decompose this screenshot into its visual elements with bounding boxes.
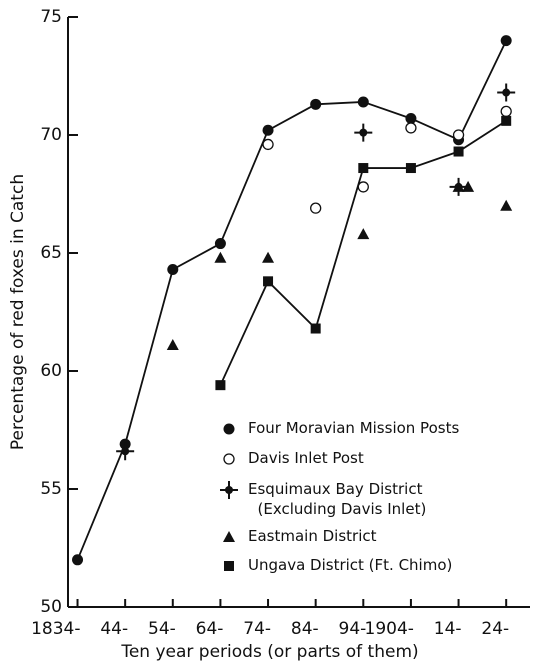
point	[262, 124, 274, 136]
point	[405, 163, 416, 174]
point	[354, 123, 373, 142]
legend-label: Ungava District (Ft. Chimo)	[248, 556, 453, 574]
point	[214, 251, 227, 263]
cross-arms	[354, 123, 373, 142]
y-tick-label: 75	[40, 7, 62, 27]
point	[452, 129, 465, 141]
cross-arms	[116, 442, 135, 461]
series-line	[219, 120, 507, 386]
point	[310, 98, 322, 110]
legend-label: Four Moravian Mission Posts	[248, 419, 460, 437]
x-tick-label: 1904-	[365, 619, 414, 639]
point	[215, 380, 226, 391]
point	[262, 138, 274, 151]
x-tick-label: 54-	[148, 619, 176, 639]
x-tick-label: 64-	[196, 619, 224, 639]
point	[310, 323, 321, 334]
cross-arms	[497, 83, 516, 102]
point	[167, 264, 179, 276]
point	[357, 181, 369, 193]
x-tick-label: 24-	[481, 619, 509, 639]
legend-marker	[223, 531, 235, 542]
x-tick-label: 1834-	[31, 619, 80, 639]
point	[357, 228, 370, 240]
point	[358, 163, 369, 174]
legend-marker	[223, 453, 235, 465]
x-tick-label: 84-	[291, 619, 319, 639]
y-tick-label: 50	[40, 597, 62, 617]
x-tick-label: 14-	[434, 619, 462, 639]
point	[263, 276, 274, 287]
point	[357, 96, 369, 108]
x-tick-label: 74-	[243, 619, 271, 639]
point	[72, 554, 84, 566]
series-line	[76, 40, 507, 561]
point	[405, 122, 417, 134]
legend-marker	[223, 423, 235, 435]
legend-marker	[220, 481, 238, 499]
point	[405, 112, 417, 124]
point	[452, 180, 465, 192]
legend-marker	[224, 561, 234, 571]
x-tick-label: 94-	[339, 619, 367, 639]
point	[166, 339, 179, 351]
point	[500, 199, 513, 211]
point	[310, 202, 322, 214]
point	[116, 442, 135, 461]
point	[214, 238, 226, 250]
point	[501, 115, 512, 126]
point	[262, 251, 275, 263]
point	[453, 146, 464, 157]
legend-label: Davis Inlet Post	[248, 449, 364, 467]
x-tick-label: 44-	[100, 619, 128, 639]
point	[500, 35, 512, 47]
y-tick-label: 70	[40, 125, 62, 145]
point	[462, 180, 475, 192]
point	[497, 83, 516, 102]
cross-arms	[220, 481, 238, 499]
y-tick-label: 60	[40, 361, 62, 381]
legend-label: Esquimaux Bay District (Excluding Davis …	[248, 480, 427, 518]
legend-label: Eastmain District	[248, 527, 377, 545]
y-axis-label: Percentage of red foxes in Catch	[8, 174, 28, 450]
x-axis-label: Ten year periods (or parts of them)	[120, 642, 418, 662]
y-tick-label: 55	[40, 479, 62, 499]
point	[500, 105, 512, 118]
y-tick-label: 65	[40, 243, 62, 263]
